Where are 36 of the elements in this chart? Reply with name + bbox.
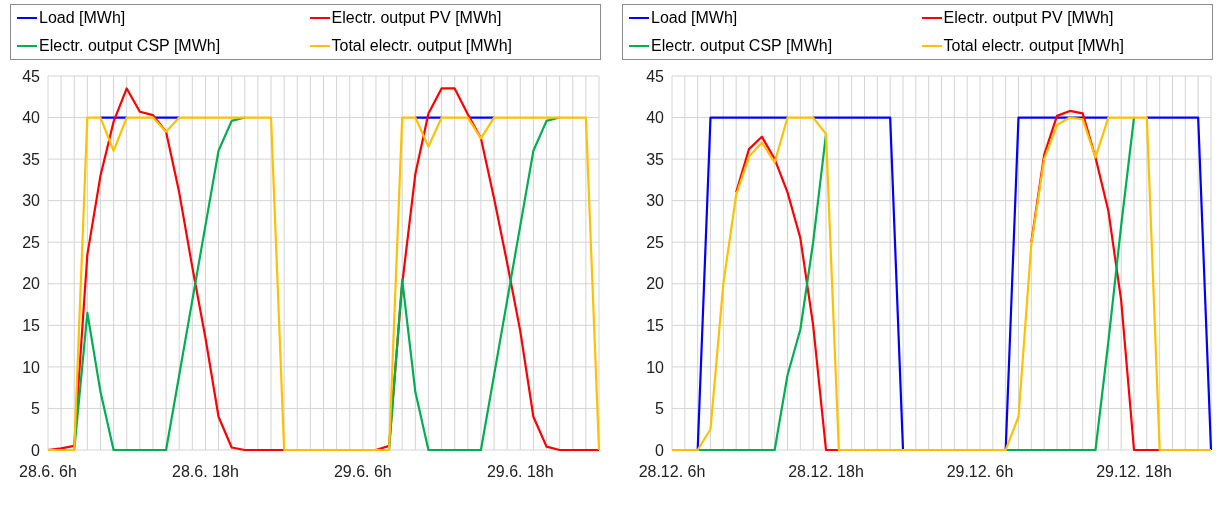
y-tick-label: 15	[22, 317, 41, 335]
x-tick-label: 28.12. 18h	[788, 463, 864, 481]
y-tick-label: 10	[646, 358, 665, 376]
legend-label: Load [MWh]	[39, 9, 126, 27]
y-tick-label: 45	[22, 67, 41, 85]
legend-label: Total electr. output [MWh]	[943, 37, 1125, 55]
y-tick-label: 0	[31, 441, 41, 459]
y-tick-label: 20	[646, 275, 665, 293]
y-tick-label: 45	[646, 67, 665, 85]
legend-label: Electr. output PV [MWh]	[943, 9, 1114, 27]
y-tick-label: 30	[22, 192, 41, 210]
y-tick-label: 30	[646, 192, 665, 210]
legend-label: Electr. output PV [MWh]	[331, 9, 502, 27]
y-tick-label: 40	[22, 109, 41, 127]
y-tick-label: 15	[646, 317, 665, 335]
y-tick-label: 40	[646, 109, 665, 127]
y-tick-label: 35	[22, 150, 41, 168]
x-tick-label: 29.12. 6h	[946, 463, 1014, 481]
y-tick-label: 35	[646, 150, 665, 168]
legend-label: Electr. output CSP [MWh]	[651, 37, 833, 55]
legend-label: Total electr. output [MWh]	[331, 37, 513, 55]
y-tick-label: 5	[31, 400, 41, 418]
x-tick-label: 28.6. 18h	[172, 463, 239, 481]
legend-label: Load [MWh]	[651, 9, 738, 27]
x-tick-label: 29.6. 6h	[333, 463, 392, 481]
y-tick-label: 20	[22, 275, 41, 293]
legend-label: Electr. output CSP [MWh]	[39, 37, 221, 55]
x-tick-label: 28.6. 6h	[19, 463, 77, 481]
y-tick-label: 0	[655, 441, 665, 459]
x-tick-label: 28.12. 6h	[638, 463, 706, 481]
x-tick-label: 29.12. 18h	[1096, 463, 1172, 481]
y-tick-label: 25	[646, 233, 665, 251]
x-tick-label: 29.6. 18h	[486, 463, 554, 481]
y-tick-label: 10	[22, 358, 41, 376]
y-tick-label: 5	[655, 400, 665, 418]
y-tick-label: 25	[22, 233, 41, 251]
